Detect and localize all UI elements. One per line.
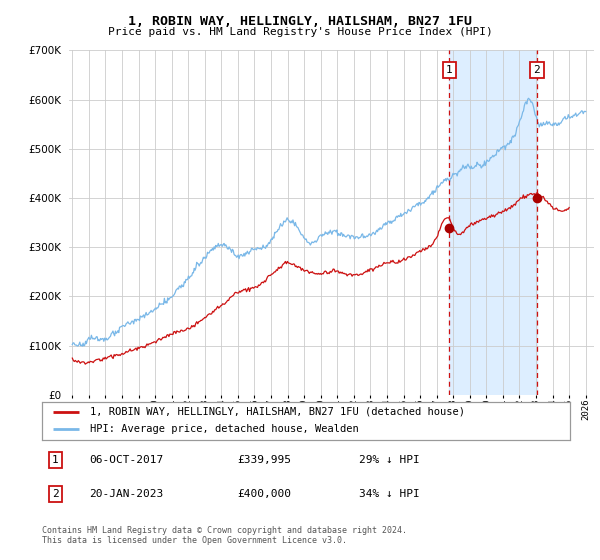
Text: Price paid vs. HM Land Registry's House Price Index (HPI): Price paid vs. HM Land Registry's House … [107,27,493,38]
Text: £400,000: £400,000 [238,489,292,500]
Text: 2: 2 [533,65,540,75]
Text: 20-JAN-2023: 20-JAN-2023 [89,489,164,500]
Text: HPI: Average price, detached house, Wealden: HPI: Average price, detached house, Weal… [89,424,358,435]
Text: 29% ↓ HPI: 29% ↓ HPI [359,455,419,465]
Text: Contains HM Land Registry data © Crown copyright and database right 2024.: Contains HM Land Registry data © Crown c… [42,526,407,535]
Text: 1: 1 [446,65,453,75]
Text: £339,995: £339,995 [238,455,292,465]
Text: This data is licensed under the Open Government Licence v3.0.: This data is licensed under the Open Gov… [42,536,347,545]
Text: 06-OCT-2017: 06-OCT-2017 [89,455,164,465]
Bar [449,50,537,395]
Text: 1: 1 [52,455,59,465]
Text: 2: 2 [52,489,59,500]
Text: 1, ROBIN WAY, HELLINGLY, HAILSHAM, BN27 1FU: 1, ROBIN WAY, HELLINGLY, HAILSHAM, BN27 … [128,15,472,28]
Text: 1, ROBIN WAY, HELLINGLY, HAILSHAM, BN27 1FU (detached house): 1, ROBIN WAY, HELLINGLY, HAILSHAM, BN27 … [89,407,464,417]
Text: 34% ↓ HPI: 34% ↓ HPI [359,489,419,500]
